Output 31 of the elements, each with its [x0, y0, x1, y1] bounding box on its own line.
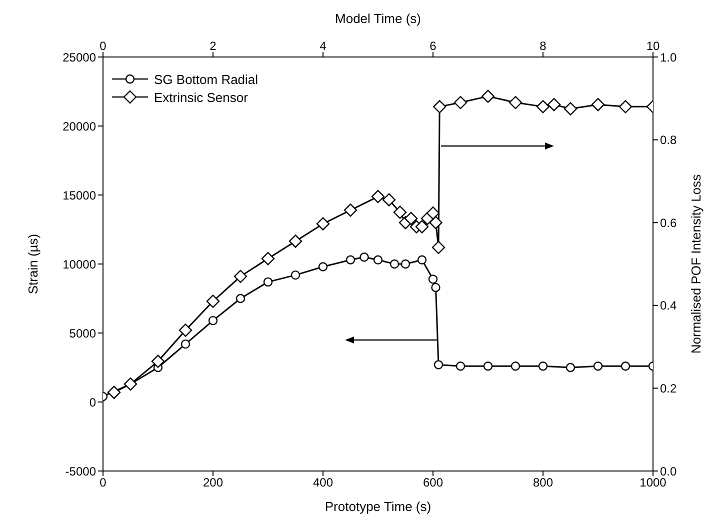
y2-axis-title: Normalised POF Intensity Loss [688, 174, 704, 354]
legend-label: Extrinsic Sensor [154, 90, 248, 104]
y-tick-label: 5000 [69, 326, 96, 340]
y2-tick-label: 0.8 [660, 133, 678, 148]
x-tick-label: 0 [100, 476, 107, 490]
x2-tick-label: 8 [540, 39, 547, 53]
y-tick-label: 20000 [62, 119, 96, 134]
y-tick-label: 15000 [62, 188, 96, 202]
y2-tick-label: 1.0 [660, 50, 678, 64]
x2-tick-label: 10 [646, 39, 660, 53]
y-tick-label: 10000 [62, 257, 96, 272]
x2-tick-label: 2 [210, 39, 217, 53]
x2-tick-label: 6 [430, 39, 437, 53]
x2-tick-label: 4 [320, 39, 327, 53]
x-tick-label: 400 [312, 476, 334, 490]
y2-tick-label: 0.6 [660, 216, 678, 230]
y-tick-label: 0 [89, 395, 96, 410]
x-axis-title: Prototype Time (s) [324, 499, 432, 514]
y2-tick-label: 0.0 [660, 464, 678, 478]
y-axis-title: Strain (µs) [26, 234, 41, 294]
x2-tick-label: 0 [100, 39, 107, 53]
y2-tick-label: 0.2 [660, 381, 678, 396]
y-tick-label: 25000 [62, 50, 96, 64]
legend-label: SG Bottom Radial [154, 72, 258, 86]
x-tick-label: 200 [202, 476, 224, 490]
x-tick-label: 1000 [640, 476, 667, 490]
y-tick-label: -5000 [65, 464, 96, 478]
x-tick-label: 800 [532, 476, 554, 490]
x2-axis-title: Model Time (s) [335, 11, 421, 26]
x-tick-label: 600 [422, 476, 444, 490]
y2-tick-label: 0.4 [660, 298, 678, 313]
